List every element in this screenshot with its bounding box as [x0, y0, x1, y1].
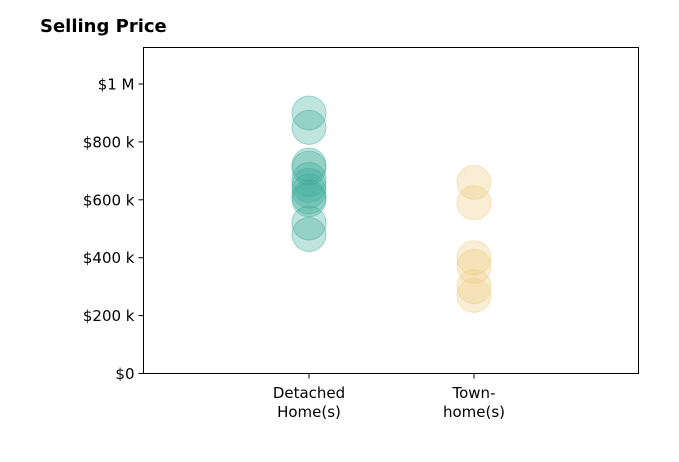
data-point — [291, 95, 327, 131]
data-point — [291, 217, 327, 253]
data-point — [291, 109, 327, 145]
data-point — [456, 277, 492, 313]
data-point — [291, 150, 327, 186]
data-point — [291, 179, 327, 215]
y-tick-label: $800 k — [83, 133, 135, 151]
data-point — [456, 240, 492, 276]
data-point — [291, 182, 327, 218]
plot-frame — [143, 47, 639, 374]
data-point — [456, 269, 492, 305]
data-point — [291, 173, 327, 209]
data-point — [291, 167, 327, 203]
y-tick-label: $0 — [115, 365, 134, 383]
x-tick-label: Town- — [452, 384, 496, 402]
data-point — [291, 205, 327, 241]
y-tick-label: $400 k — [83, 249, 135, 267]
data-point — [291, 147, 327, 183]
y-tick-label: $600 k — [83, 191, 135, 209]
data-point — [456, 248, 492, 284]
x-tick-label: home(s) — [443, 403, 505, 421]
y-tick-label: $200 k — [83, 307, 135, 325]
x-tick-label: Home(s) — [277, 403, 341, 421]
data-point — [291, 162, 327, 198]
data-point — [456, 164, 492, 200]
chart-title: Selling Price — [40, 16, 167, 37]
y-tick-label: $1 M — [98, 76, 135, 94]
x-tick-label: Detached — [273, 384, 345, 402]
data-point — [456, 185, 492, 221]
